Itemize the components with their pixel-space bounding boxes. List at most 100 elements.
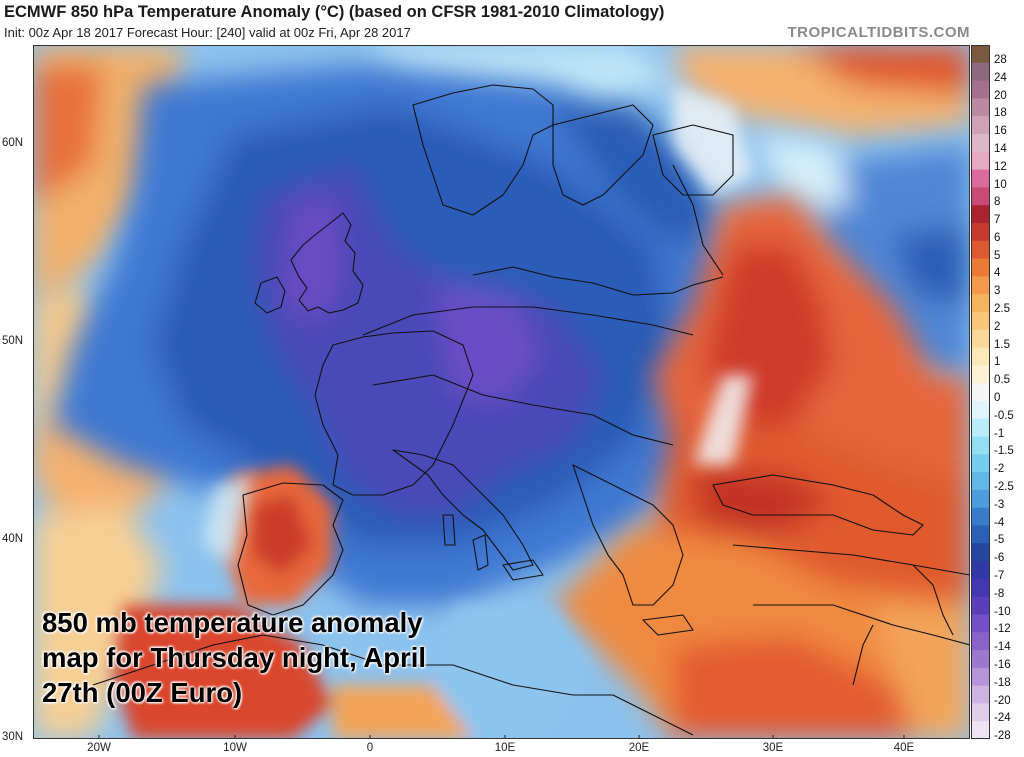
colorbar-swatch bbox=[971, 62, 990, 82]
lon-label-10w: 10W bbox=[223, 742, 247, 754]
colorbar-swatch bbox=[971, 187, 990, 206]
colorbar-label: 16 bbox=[994, 125, 1007, 138]
colorbar-label: 8 bbox=[994, 196, 1001, 209]
colorbar-label: -3 bbox=[994, 498, 1005, 511]
colorbar-swatch bbox=[971, 240, 990, 260]
colorbar-label: -4 bbox=[994, 516, 1005, 529]
colorbar-label: -2 bbox=[994, 463, 1005, 476]
colorbar-swatch bbox=[971, 116, 990, 135]
colorbar-label: -6 bbox=[994, 552, 1005, 565]
colorbar-label: 4 bbox=[994, 267, 1001, 280]
colorbar bbox=[971, 45, 990, 739]
colorbar-label: -14 bbox=[994, 641, 1011, 654]
colorbar-swatch bbox=[971, 614, 990, 633]
lon-label-20e: 20E bbox=[628, 742, 650, 754]
colorbar-label: 10 bbox=[994, 178, 1007, 191]
colorbar-swatch bbox=[971, 418, 990, 438]
lon-label-20w: 20W bbox=[87, 742, 111, 754]
colorbar-label: 3 bbox=[994, 285, 1001, 298]
forecast-info: Init: 00z Apr 18 2017 Forecast Hour: [24… bbox=[4, 25, 411, 40]
colorbar-label: 1 bbox=[994, 356, 1001, 369]
colorbar-label: -1.5 bbox=[994, 445, 1014, 458]
colorbar-label: -8 bbox=[994, 587, 1005, 600]
colorbar-label: 2 bbox=[994, 320, 1001, 333]
colorbar-label: -18 bbox=[994, 676, 1011, 689]
lat-label-30n: 30N bbox=[2, 731, 24, 743]
colorbar-label: -2.5 bbox=[994, 481, 1014, 493]
colorbar-swatch bbox=[971, 650, 990, 669]
colorbar-label: 14 bbox=[994, 142, 1007, 155]
lat-label-40n: 40N bbox=[2, 533, 24, 545]
colorbar-swatch bbox=[971, 98, 990, 117]
colorbar-swatch bbox=[971, 169, 990, 188]
colorbar-label: 12 bbox=[994, 160, 1007, 173]
brand-watermark: TROPICALTIDBITS.COM bbox=[787, 24, 970, 41]
colorbar-swatch bbox=[971, 472, 990, 491]
colorbar-swatch bbox=[971, 258, 990, 277]
colorbar-swatch bbox=[971, 347, 990, 366]
colorbar-swatch bbox=[971, 276, 990, 295]
colorbar-border bbox=[971, 45, 990, 739]
colorbar-label: 6 bbox=[994, 231, 1001, 244]
temperature-anomaly-map bbox=[33, 45, 970, 739]
colorbar-swatch bbox=[971, 329, 990, 349]
map-title: ECMWF 850 hPa Temperature Anomaly (°C) (… bbox=[4, 3, 665, 21]
colorbar-swatch bbox=[971, 596, 990, 616]
colorbar-swatch bbox=[971, 703, 990, 722]
colorbar-label: -7 bbox=[994, 569, 1005, 582]
colorbar-label: 0 bbox=[994, 392, 1001, 404]
colorbar-label: 24 bbox=[994, 71, 1007, 84]
lon-label-40e: 40E bbox=[893, 742, 915, 754]
colorbar-label: 2.5 bbox=[994, 303, 1010, 315]
colorbar-swatch bbox=[971, 525, 990, 544]
colorbar-label: -20 bbox=[994, 694, 1011, 707]
colorbar-label: -28 bbox=[994, 730, 1011, 743]
colorbar-label: 28 bbox=[994, 53, 1007, 66]
colorbar-label: -0.5 bbox=[994, 409, 1014, 422]
caption-line-1: 850 mb temperature anomaly bbox=[42, 607, 423, 638]
colorbar-label: 1.5 bbox=[994, 338, 1010, 351]
colorbar-label: -12 bbox=[994, 623, 1011, 636]
lon-label-30e: 30E bbox=[762, 742, 784, 754]
colorbar-label: 20 bbox=[994, 89, 1007, 102]
lat-label-50n: 50N bbox=[2, 335, 24, 347]
coastlines bbox=[92, 84, 970, 736]
colorbar-label: 18 bbox=[994, 107, 1007, 120]
colorbar-label: -5 bbox=[994, 534, 1005, 547]
colorbar-swatch bbox=[971, 133, 990, 153]
colorbar-swatch bbox=[971, 685, 990, 705]
colorbar-label: 0.5 bbox=[994, 374, 1010, 387]
colorbar-swatch bbox=[971, 311, 990, 331]
colorbar-label: -1 bbox=[994, 427, 1005, 440]
caption-line-2: map for Thursday night, April bbox=[42, 642, 426, 673]
lon-label-0: 0 bbox=[366, 742, 374, 754]
lat-label-60n: 60N bbox=[2, 137, 24, 149]
colorbar-labels: 28 24 20 18 16 14 12 10 8 7 6 5 4 3 2.5 2 1.5 1 0.5 0 -0.5 -1… bbox=[992, 45, 1024, 743]
colorbar-swatch bbox=[971, 489, 990, 509]
colorbar-swatch bbox=[971, 383, 990, 402]
lon-label-10e: 10E bbox=[494, 742, 516, 754]
colorbar-swatch bbox=[971, 400, 990, 420]
colorbar-swatch bbox=[971, 80, 990, 99]
caption-line-3: 27th (00Z Euro) bbox=[42, 677, 243, 708]
colorbar-swatch bbox=[971, 436, 990, 455]
colorbar-swatch bbox=[971, 294, 990, 313]
colorbar-swatch bbox=[971, 632, 990, 651]
anomaly-field bbox=[33, 45, 970, 739]
caption-overlay: 850 mb temperature anomaly map for Thurs… bbox=[42, 605, 426, 710]
colorbar-swatch bbox=[971, 365, 990, 384]
colorbar-swatch bbox=[971, 721, 990, 739]
colorbar-label: -16 bbox=[994, 658, 1011, 671]
colorbar-swatch bbox=[971, 561, 990, 580]
colorbar-swatch bbox=[971, 543, 990, 562]
colorbar-swatch bbox=[971, 578, 990, 598]
colorbar-label: -24 bbox=[994, 712, 1011, 725]
colorbar-swatch bbox=[971, 667, 990, 687]
colorbar-swatch bbox=[971, 45, 990, 64]
colorbar-label: -10 bbox=[994, 605, 1011, 618]
colorbar-swatch bbox=[971, 151, 990, 171]
colorbar-swatch bbox=[971, 507, 990, 527]
colorbar-label: 5 bbox=[994, 249, 1001, 262]
colorbar-swatch bbox=[971, 454, 990, 473]
